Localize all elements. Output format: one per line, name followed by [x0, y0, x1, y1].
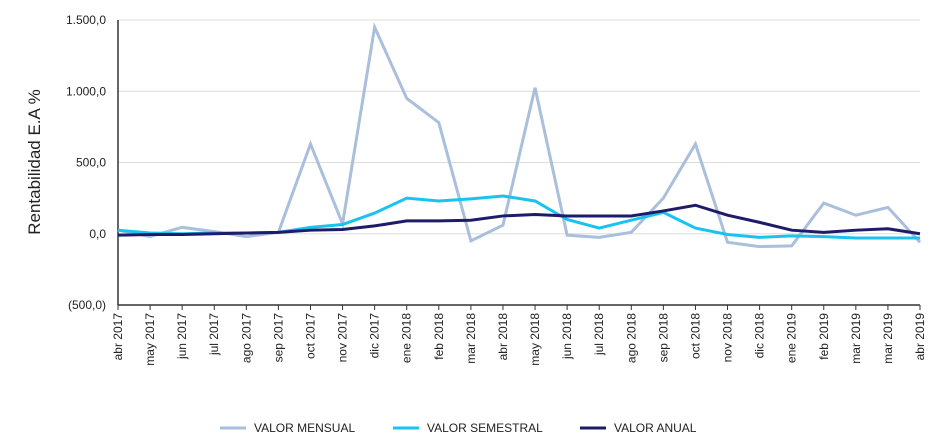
x-tick-label: dic 2017 [368, 313, 382, 359]
x-tick-label: ene 2019 [785, 313, 799, 363]
x-tick-label: may 2018 [528, 313, 542, 366]
x-tick-label: feb 2019 [817, 313, 831, 360]
series-line [117, 203, 921, 237]
y-tick-label: 500,0 [76, 156, 106, 170]
x-tick-label: dic 2018 [753, 313, 767, 359]
y-tick-label: 1.500,0 [66, 13, 106, 27]
legend-label: VALOR MENSUAL [254, 421, 355, 435]
x-tick-label: may 2017 [143, 313, 157, 366]
x-tick-label: mar 2018 [464, 313, 478, 364]
x-tick-label: sep 2017 [271, 313, 285, 363]
series-line [117, 21, 922, 249]
x-tick-label: jun 2017 [175, 313, 189, 360]
x-tick-label: mar 2019 [881, 313, 895, 364]
x-tick-label: nov 2018 [721, 313, 735, 363]
x-tick-label: oct 2018 [688, 313, 702, 359]
y-tick-label: (500,0) [68, 298, 106, 312]
x-tick-label: abr 2018 [496, 313, 510, 361]
x-tick-label: jul 2018 [592, 313, 606, 356]
y-tick-label: 1.000,0 [66, 84, 106, 98]
x-tick-label: nov 2017 [336, 313, 350, 363]
legend-label: VALOR SEMESTRAL [427, 421, 543, 435]
x-tick-label: feb 2018 [432, 313, 446, 360]
x-tick-label: ene 2018 [400, 313, 414, 363]
y-tick-label: 0,0 [89, 227, 106, 241]
x-tick-label: jul 2017 [207, 313, 221, 356]
y-axis-label: Rentabilidad E.A % [25, 89, 44, 235]
x-tick-label: ago 2018 [624, 313, 638, 363]
x-tick-label: jun 2018 [560, 313, 574, 360]
x-tick-label: ago 2017 [239, 313, 253, 363]
x-tick-label: mar 2019 [849, 313, 863, 364]
legend-label: VALOR ANUAL [614, 421, 697, 435]
x-tick-label: sep 2018 [656, 313, 670, 363]
x-tick-label: oct 2017 [303, 313, 317, 359]
x-tick-label: abr 2019 [913, 313, 927, 361]
x-tick-label: abr 2017 [111, 313, 125, 361]
